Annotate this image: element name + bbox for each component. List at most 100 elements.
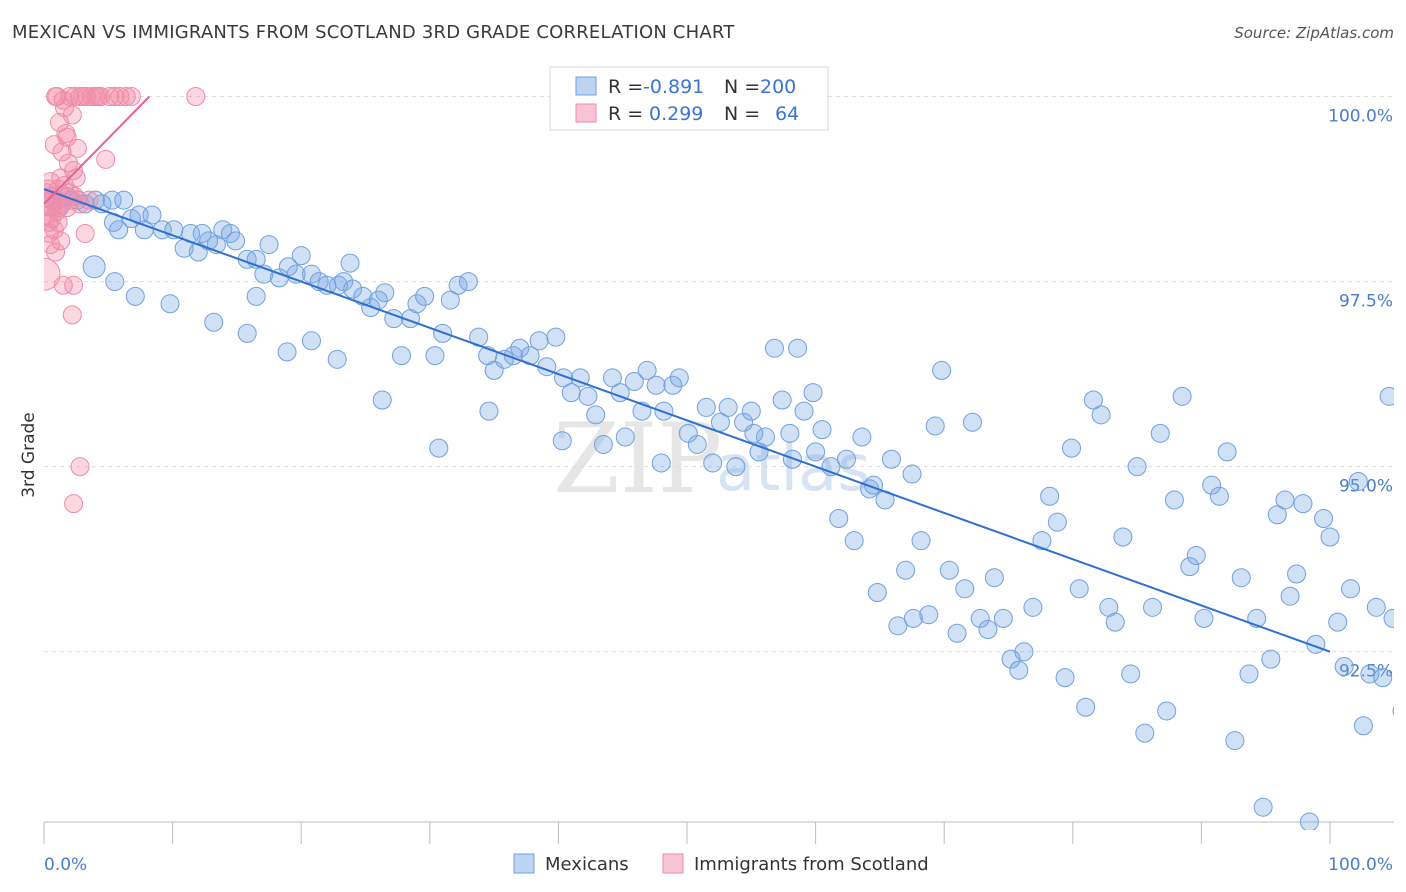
point-mexicans-52 [440,290,460,310]
point-scotland-59 [51,231,71,251]
legend-swatch-scotland [575,103,597,123]
point-mexicans-46 [392,346,412,366]
point-mexicans-130 [1047,512,1067,532]
point-mexicans-97 [794,401,814,421]
point-mexicans-112 [911,531,931,551]
point-scotland-53 [57,127,77,147]
watermark-zip: ZIP [553,403,722,515]
point-mexicans-191 [327,349,347,369]
point-scotland-51 [47,201,67,221]
legend-r-label-2: R = [608,103,643,125]
y-tick-label-3: 100.0% [1328,107,1393,127]
point-mexicans-165 [1299,812,1319,830]
point-scotland-46 [64,494,84,514]
point-scotland-38 [75,223,95,243]
point-mexicans-90 [741,401,761,421]
source-label: Source: ZipAtlas.com [1234,24,1394,42]
point-mexicans-106 [867,583,887,603]
point-mexicans-147 [1172,386,1192,406]
point-scotland-22 [96,149,116,169]
point-mexicans-129 [1040,486,1060,506]
legend-n-value-1: 200 [760,76,796,98]
point-mexicans-115 [932,360,952,380]
point-mexicans-31 [278,257,298,277]
point-mexicans-94 [772,390,792,410]
point-mexicans-20 [192,223,212,243]
point-mexicans-171 [1341,579,1361,599]
point-mexicans-104 [852,427,872,447]
correlation-legend: R = -0.891 N = 200 R = 0.299 N = 64 [549,66,829,131]
point-scotland-54 [66,168,86,188]
point-scotland-10 [116,87,136,107]
y-tick-label-0: 92.5% [1339,662,1393,682]
point-mexicans-167 [1314,508,1334,528]
point-mexicans-77 [637,360,657,380]
legend-r-value-2: 0.299 [649,103,703,125]
point-mexicans-132 [1062,438,1082,458]
point-mexicans-177 [1379,386,1394,406]
point-scotland-18 [52,142,72,162]
point-mexicans-65 [546,327,566,347]
point-mexicans-195 [160,294,180,314]
point-scotland-15 [49,112,69,132]
point-mexicans-142 [1135,723,1155,743]
point-mexicans-78 [646,375,666,395]
point-scotland-52 [44,212,59,232]
point-mexicans-55 [301,331,321,351]
point-mexicans-186 [651,453,671,473]
bottom-legend-scotland: Immigrants from Scotland [694,854,929,875]
point-mexicans-117 [947,623,967,643]
point-mexicans-143 [1143,597,1163,617]
point-mexicans-81 [669,368,689,388]
point-mexicans-48 [407,294,427,314]
point-mexicans-9 [114,190,134,210]
series-legend: Mexicans Immigrants from Scotland [513,853,929,875]
chart-title: MEXICAN VS IMMIGRANTS FROM SCOTLAND 3RD … [12,22,735,43]
point-scotland-45 [70,457,90,477]
point-mexicans-86 [710,412,730,432]
point-mexicans-158 [1253,797,1273,817]
point-mexicans-182 [806,442,826,462]
point-mexicans-174 [1360,664,1380,684]
point-mexicans-152 [1209,486,1229,506]
point-mexicans-199 [246,286,266,306]
point-mexicans-96 [788,338,808,358]
point-mexicans-87 [718,397,738,417]
point-mexicans-176 [1373,668,1393,688]
point-mexicans-140 [1121,664,1141,684]
point-mexicans-160 [1267,505,1287,525]
point-mexicans-189 [429,438,449,458]
point-mexicans-134 [1076,697,1096,717]
point-mexicans-144 [1150,423,1170,443]
point-mexicans-101 [829,508,849,528]
point-mexicans-154 [1225,731,1245,751]
point-mexicans-108 [881,449,901,469]
legend-n-value-2: 64 [775,103,799,125]
point-mexicans-188 [479,401,499,421]
point-mexicans-141 [1127,457,1147,477]
point-mexicans-156 [1239,664,1259,684]
point-mexicans-75 [624,372,644,392]
trend-line-mexicans [43,188,1331,653]
point-mexicans-146 [1164,490,1184,510]
point-mexicans-72 [602,368,622,388]
point-mexicans-71 [593,434,613,454]
point-mexicans-122 [984,568,1004,588]
point-mexicans-93 [764,338,784,358]
point-mexicans-179 [1392,705,1394,717]
point-mexicans-121 [978,620,998,640]
point-scotland-12 [186,87,206,107]
point-scotland-11 [121,87,141,107]
point-mexicans-11 [109,220,129,240]
point-mexicans-49 [415,286,435,306]
point-mexicans-138 [1105,612,1125,632]
point-mexicans-172 [1348,471,1368,491]
point-mexicans-70 [586,405,606,425]
point-mexicans-175 [1366,597,1386,617]
point-mexicans-44 [375,283,395,303]
point-mexicans-74 [615,427,635,447]
data-points [44,87,1394,830]
point-scotland-56 [91,87,111,107]
point-mexicans-198 [188,242,208,262]
point-mexicans-111 [903,608,923,628]
